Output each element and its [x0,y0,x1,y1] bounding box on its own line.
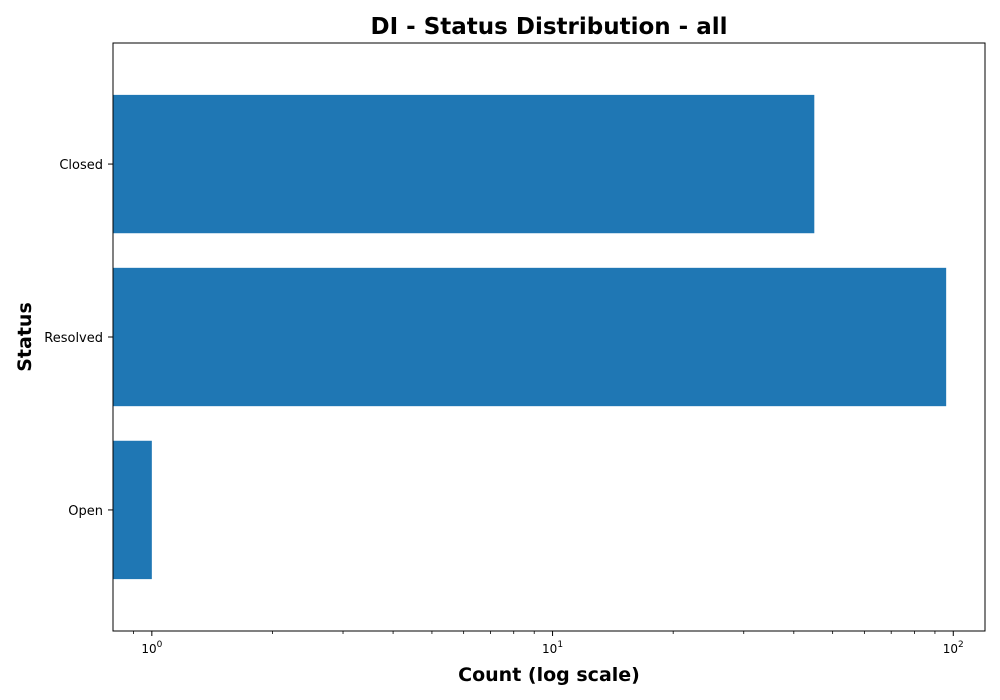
y-tick-label: Closed [59,158,103,173]
x-tick-label: 100 [141,640,162,656]
bar-closed [113,94,815,234]
x-axis: 100 101 102 [133,631,964,656]
x-tick-label: 102 [943,640,964,656]
chart-title: DI - Status Distribution - all [371,14,728,40]
bar-open [113,440,152,580]
bar-resolved [113,267,947,407]
x-tick-label: 101 [542,640,563,656]
y-axis: Closed Resolved Open [44,158,113,519]
x-axis-label: Count (log scale) [458,664,640,686]
y-tick-label: Resolved [44,331,103,346]
y-tick-label: Open [68,504,103,519]
y-axis-label: Status [14,302,36,372]
bars-group [113,94,947,580]
